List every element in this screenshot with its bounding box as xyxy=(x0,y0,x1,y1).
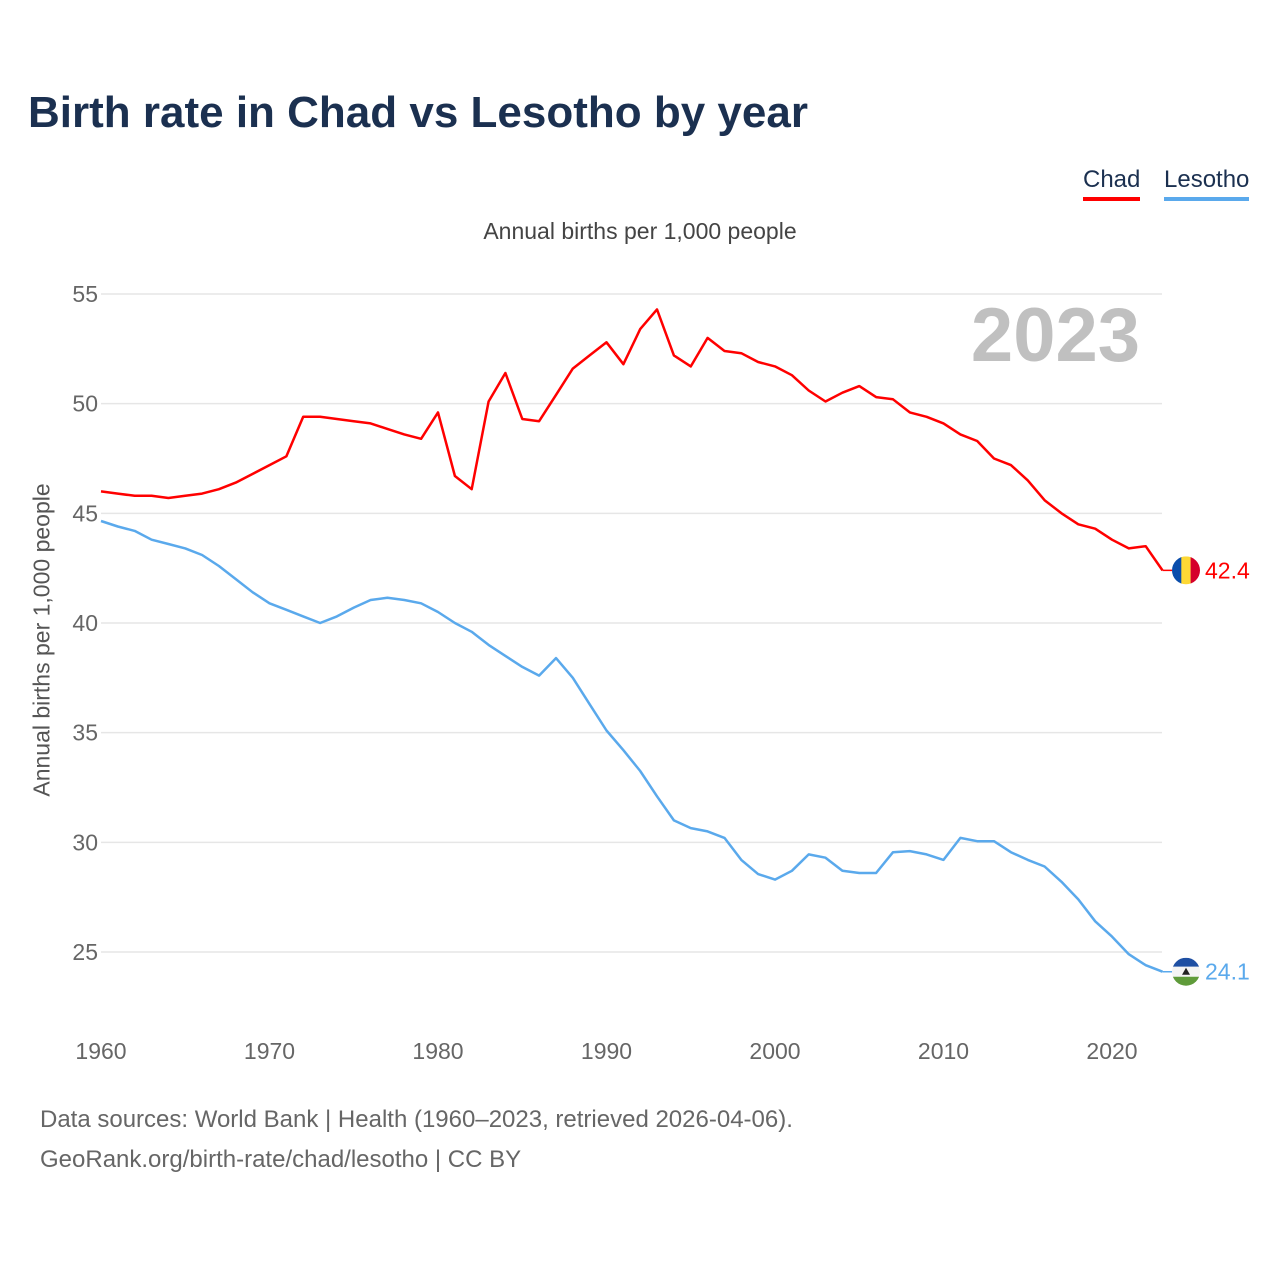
legend-item-chad[interactable]: Chad xyxy=(1083,166,1141,201)
year-watermark: 2023 xyxy=(971,293,1140,378)
chart-subtitle: Annual births per 1,000 people xyxy=(483,218,797,244)
end-value-label: 24.1 xyxy=(1205,959,1250,985)
x-tick-label: 1990 xyxy=(581,1038,632,1064)
x-tick-label: 1960 xyxy=(75,1038,126,1064)
x-tick-label: 2000 xyxy=(749,1038,800,1064)
series-line-lesotho xyxy=(100,519,1163,973)
y-tick-label: 40 xyxy=(72,610,98,636)
y-tick-label: 30 xyxy=(72,829,98,855)
chart-plot: 25 30 35 40 45 50 55 1960 1970 1980 1990 2000 2010 20… xyxy=(72,281,1250,1064)
legend-item-lesotho[interactable]: Lesotho xyxy=(1164,166,1250,201)
series-line-chad xyxy=(100,308,1164,572)
y-tick-label: 35 xyxy=(72,720,98,746)
y-tick-label: 25 xyxy=(72,939,98,965)
chart-title: Birth rate in Chad vs Lesotho by year xyxy=(28,88,808,137)
y-tick-label: 55 xyxy=(72,281,98,307)
end-value-label: 42.4 xyxy=(1205,557,1250,583)
x-tick-label: 2010 xyxy=(918,1038,969,1064)
x-tick-label: 1980 xyxy=(412,1038,463,1064)
lesotho-flag-icon xyxy=(1172,957,1200,986)
x-tick-label: 1970 xyxy=(244,1038,295,1064)
y-tick-label: 45 xyxy=(72,500,98,526)
y-tick-label: 50 xyxy=(72,391,98,417)
footer-attribution[interactable]: GeoRank.org/birth-rate/chad/lesotho | CC… xyxy=(40,1146,522,1173)
x-tick-label: 2020 xyxy=(1086,1038,1137,1064)
footer-sources: Data sources: World Bank | Health (1960–… xyxy=(40,1106,793,1133)
chad-flag-icon xyxy=(1172,556,1200,585)
